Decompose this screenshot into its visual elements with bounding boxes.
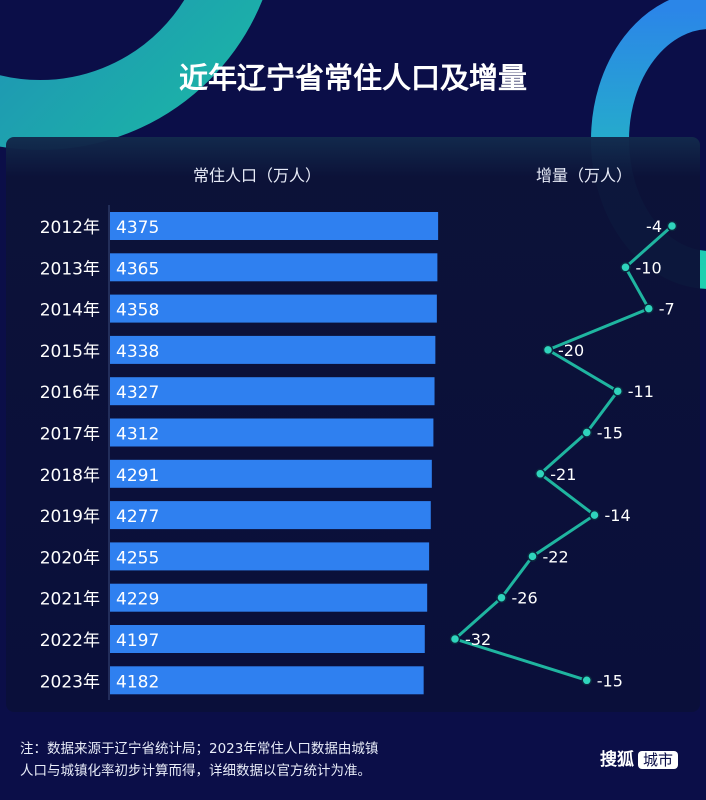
population-bar — [110, 666, 424, 695]
bar-value-label: 4182 — [116, 672, 159, 692]
logo-badge: 城市 — [638, 751, 679, 769]
bar-value-label: 4277 — [116, 507, 159, 527]
increment-label: -32 — [465, 630, 491, 649]
line-series-header: 增量（万人） — [536, 166, 633, 185]
footnote-line: 人口与城镇化率初步计算而得，详细数据以官方统计为准。 — [20, 763, 371, 779]
year-label: 2023年 — [40, 672, 100, 692]
year-label: 2021年 — [40, 590, 100, 610]
population-bar — [110, 459, 432, 488]
increment-line — [452, 224, 673, 682]
increment-point — [527, 551, 538, 562]
increment-point — [535, 468, 546, 480]
bar-value-label: 4255 — [116, 548, 159, 568]
sohu-logo: 搜狐 城市 — [600, 745, 679, 770]
increment-point — [666, 220, 678, 232]
bar-value-label: 4375 — [116, 218, 159, 238]
increment-label: -15 — [597, 424, 623, 443]
footnote-line: 注：数据来源于辽宁省统计局；2023年常住人口数据由城镇 — [20, 741, 379, 757]
increment-label: -14 — [605, 506, 631, 525]
decorative-ring — [0, 0, 263, 150]
footnote: 注：数据来源于辽宁省统计局；2023年常住人口数据由城镇 人口与城镇化率初步计算… — [20, 738, 440, 782]
increment-label: -15 — [597, 671, 623, 690]
increment-point — [496, 592, 507, 603]
increment-point — [643, 303, 654, 314]
population-bar — [110, 625, 425, 653]
bar-value-label: 4358 — [116, 301, 159, 321]
year-label: 2019年 — [40, 507, 100, 527]
increment-point — [542, 344, 554, 356]
bar-value-label: 4365 — [116, 259, 159, 279]
bar-value-label: 4338 — [116, 342, 159, 362]
year-label: 2014年 — [40, 301, 100, 321]
increment-label: -10 — [636, 258, 662, 277]
year-label: 2013年 — [40, 259, 100, 279]
population-bar — [110, 294, 437, 323]
bar-value-label: 4327 — [116, 383, 159, 403]
population-bar — [110, 583, 428, 612]
increment-point — [581, 427, 592, 438]
logo-text: 搜狐 — [600, 750, 634, 770]
increment-point — [620, 262, 631, 273]
year-label: 2018年 — [40, 466, 100, 486]
increment-label: -20 — [558, 341, 584, 360]
year-label: 2012年 — [40, 218, 100, 238]
population-bar — [110, 542, 430, 571]
bar-value-label: 4312 — [116, 425, 159, 445]
increment-point — [581, 675, 592, 686]
population-bar — [110, 253, 438, 282]
year-label: 2015年 — [40, 342, 100, 362]
increment-point — [612, 385, 623, 397]
bar-series-header: 常住人口（万人） — [193, 166, 322, 185]
increment-label: -21 — [550, 465, 576, 484]
increment-point — [449, 633, 461, 645]
population-bar — [110, 501, 431, 530]
increment-label: -4 — [646, 217, 662, 236]
year-label: 2020年 — [40, 548, 100, 568]
increment-point — [589, 509, 600, 521]
year-label: 2017年 — [40, 425, 100, 445]
bar-value-label: 4291 — [116, 466, 159, 486]
population-bar — [110, 335, 436, 364]
bar-value-label: 4229 — [116, 590, 159, 610]
increment-label: -22 — [543, 547, 569, 566]
increment-label: -7 — [659, 300, 675, 319]
population-bar — [110, 212, 439, 240]
population-bar — [110, 377, 435, 406]
population-bar — [110, 418, 434, 447]
increment-label: -11 — [628, 382, 654, 401]
year-label: 2022年 — [40, 631, 100, 651]
chart-title: 近年辽宁省常住人口及增量 — [178, 61, 527, 95]
year-label: 2016年 — [40, 383, 100, 403]
bar-value-label: 4197 — [116, 631, 159, 651]
increment-label: -26 — [512, 589, 538, 608]
